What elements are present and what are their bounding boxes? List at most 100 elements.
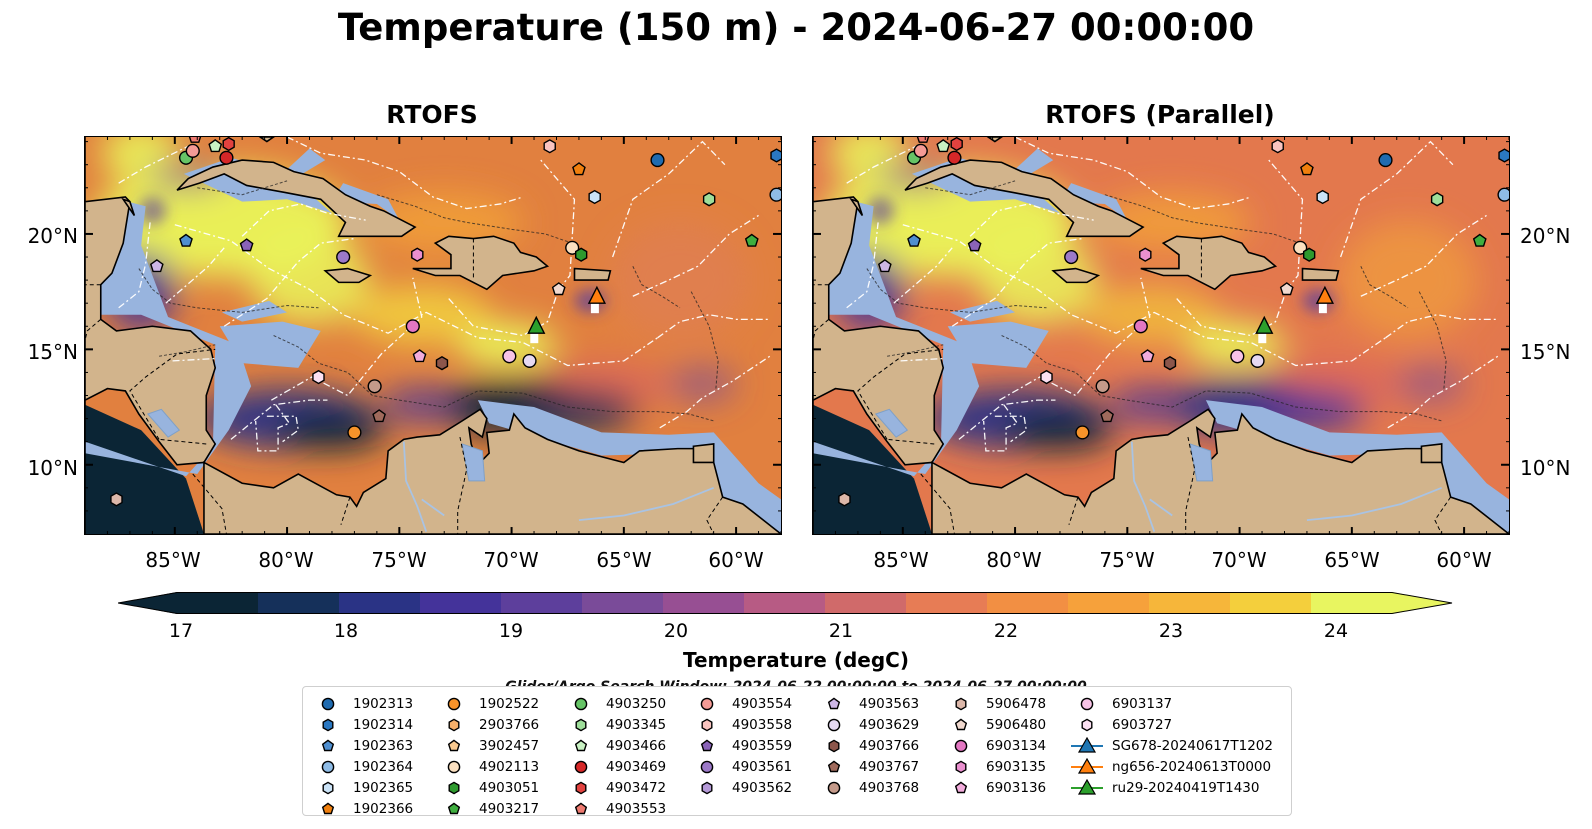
- colorbar-band: [420, 592, 502, 614]
- legend-label: 2903766: [479, 716, 540, 733]
- argo-float-1902366: [1300, 162, 1314, 176]
- colorbar-band: [906, 592, 988, 614]
- panel-title-rtofs: RTOFS: [386, 100, 478, 129]
- legend-marker: [574, 802, 588, 814]
- legend-marker: [448, 781, 460, 794]
- land-jamaica: [1051, 267, 1101, 284]
- lat-tick-left: 15°N: [27, 340, 78, 364]
- circle-marker-icon: [447, 697, 461, 710]
- legend-label: 4903553: [606, 800, 667, 817]
- legend-item: 4903466: [564, 735, 666, 756]
- argo-float-6903727: [312, 369, 325, 385]
- legend-marker: [954, 739, 968, 752]
- argo-float-4903345: [1430, 192, 1444, 207]
- glider-ru29-20240419T1430: [527, 315, 546, 334]
- legend-item: 4903767: [817, 756, 919, 777]
- legend-item: 1902522: [437, 693, 539, 714]
- legend-marker: [701, 718, 713, 731]
- land-hispaniola: [412, 235, 550, 291]
- legend-item: 1902363: [311, 735, 413, 756]
- legend-item: 4903554: [690, 693, 792, 714]
- colorbar-band: [1149, 592, 1231, 614]
- argo-float-1902363: [179, 233, 193, 247]
- argo-float-4903558: [1271, 139, 1284, 154]
- argo-float-1902364: [769, 187, 781, 202]
- argo-float-4903629: [1250, 353, 1265, 368]
- land-floridaKeys: [986, 137, 1003, 143]
- legend-marker: [447, 739, 461, 751]
- hexagon-marker-icon: [701, 781, 713, 794]
- argo-float-4903472: [222, 137, 235, 152]
- legend-label: 4903563: [859, 695, 920, 712]
- legend-label: 4903629: [859, 716, 920, 733]
- argo-float-6903134: [1133, 319, 1148, 334]
- legend-label: 1902314: [353, 716, 414, 733]
- legend-label: 4903250: [606, 695, 667, 712]
- colorbar-tick: 21: [828, 620, 854, 642]
- legend-item: 6903136: [944, 777, 1046, 798]
- legend-label: ng656-20240613T0000: [1112, 758, 1272, 775]
- land-hispaniola: [1140, 235, 1278, 291]
- colorbar-tick: 22: [993, 620, 1019, 642]
- legend-column: 4903554 4903558 4903559 4903561 4903562: [690, 693, 792, 798]
- argo-float-1902522: [1075, 425, 1090, 440]
- hexagon-marker-icon: [322, 781, 334, 794]
- map-panel-rtofs-parallel: [812, 136, 1510, 535]
- colorbar-tick: 17: [168, 620, 194, 642]
- colorbar-band: [339, 592, 421, 614]
- legend-label: 4903562: [732, 779, 793, 796]
- legend-item: 6903134: [944, 735, 1046, 756]
- land-yucatanNE: [121, 197, 136, 216]
- argo-float-1902365: [588, 189, 601, 205]
- lon-tick-left: 60°W: [708, 548, 764, 572]
- legend-item: 4903629: [817, 714, 919, 735]
- argo-float-4903767: [372, 409, 386, 423]
- legend-item: 1902366: [311, 798, 413, 819]
- legend-marker: [700, 697, 714, 710]
- land-trinidad: [1420, 443, 1443, 464]
- map-panel-rtofs: [84, 136, 782, 535]
- circle-marker-icon: [1080, 697, 1094, 710]
- legend-item: 3902457: [437, 735, 539, 756]
- land-puertoRico: [573, 267, 612, 281]
- legend-item: 1902314: [311, 714, 413, 735]
- legend-marker: [321, 697, 335, 710]
- legend-label: 4903472: [606, 779, 667, 796]
- colorbar-label: Temperature (degC): [683, 648, 909, 672]
- legend-marker: [321, 760, 335, 773]
- legend-marker: [574, 697, 588, 710]
- colorbar-tick: 18: [333, 620, 359, 642]
- colorbar-tick: 24: [1323, 620, 1349, 642]
- hexagon-marker-icon: [701, 718, 713, 731]
- legend-label: 1902366: [353, 800, 414, 817]
- lat-tick-left: 10°N: [27, 456, 78, 480]
- argo-float-1902313: [1378, 153, 1393, 168]
- legend-column: 1902522 2903766 3902457 4902113 4903051 49032…: [437, 693, 539, 819]
- legend-marker: [574, 760, 588, 773]
- legend-item: SG678-20240617T1202: [1070, 735, 1273, 756]
- colorbar-band: [177, 592, 259, 614]
- legend-item: 4903345: [564, 714, 666, 735]
- colorbar-band: [1230, 592, 1312, 614]
- legend-marker: [447, 760, 461, 773]
- legend-item: 4903469: [564, 756, 666, 777]
- lon-tick-right: 85°W: [873, 548, 929, 572]
- legend-marker: [322, 781, 334, 794]
- legend-marker: [447, 802, 461, 814]
- legend-marker: [701, 781, 713, 794]
- hexagon-marker-icon: [955, 697, 967, 710]
- legend-label: 4903768: [859, 779, 920, 796]
- argo-float-1902522: [347, 425, 362, 440]
- triangle-line-marker-icon: [1071, 736, 1103, 753]
- land-jamaica: [323, 267, 373, 284]
- legend-marker: [575, 781, 587, 794]
- legend-marker: [448, 718, 460, 731]
- colorbar-band: [582, 592, 664, 614]
- legend-label: 6903135: [986, 758, 1047, 775]
- legend-marker: [574, 739, 588, 751]
- legend-label: 6903137: [1112, 695, 1173, 712]
- circle-marker-icon: [954, 739, 968, 752]
- legend-marker: [954, 718, 968, 730]
- pentagon-marker-icon: [827, 760, 841, 772]
- legend-marker: [955, 760, 967, 773]
